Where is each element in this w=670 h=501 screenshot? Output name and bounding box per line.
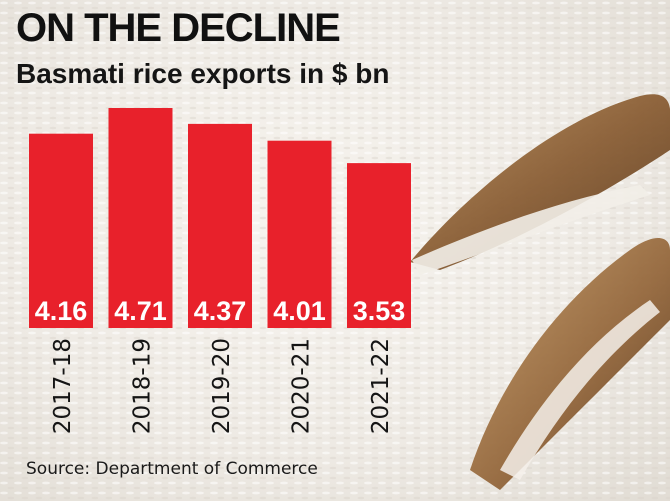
bar-value-label: 4.37 xyxy=(194,296,247,326)
x-tick-label: 2020-21 xyxy=(289,338,315,434)
source-note: Source: Department of Commerce xyxy=(26,459,318,479)
x-tick-label: 2021-22 xyxy=(368,338,394,434)
bar-2021-22 xyxy=(347,163,411,328)
chart-title: ON THE DECLINE xyxy=(16,6,341,50)
bar-2018-19 xyxy=(108,108,173,328)
bar-value-label: 4.01 xyxy=(273,296,326,326)
chart-subtitle: Basmati rice exports in $ bn xyxy=(16,58,390,89)
x-tick-label: 2018-19 xyxy=(130,338,156,434)
bar-value-label: 4.71 xyxy=(114,296,167,326)
bar-2017-18 xyxy=(29,133,93,328)
x-tick-label: 2019-20 xyxy=(209,338,235,434)
bar-2019-20 xyxy=(188,123,252,328)
bar-value-label: 4.16 xyxy=(35,296,88,326)
bar-2020-21 xyxy=(267,140,332,328)
bar-value-label: 3.53 xyxy=(353,296,406,326)
x-tick-label: 2017-18 xyxy=(50,338,76,434)
